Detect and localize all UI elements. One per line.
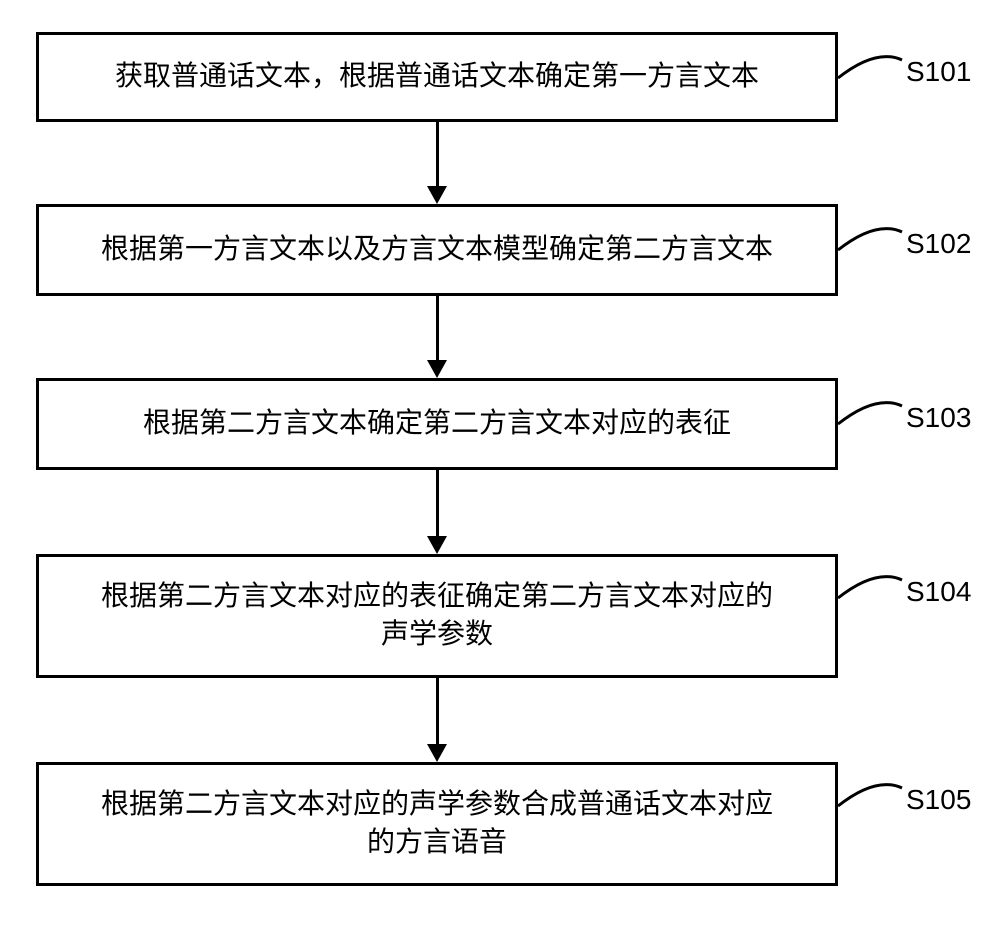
flow-node-text: 根据第一方言文本以及方言文本模型确定第二方言文本 [101, 231, 773, 269]
flow-node-s103: 根据第二方言文本确定第二方言文本对应的表征 [36, 378, 838, 470]
flow-node-s104: 根据第二方言文本对应的表征确定第二方言文本对应的 声学参数 [36, 554, 838, 678]
flow-edge [436, 122, 439, 186]
flow-node-text: 根据第二方言文本对应的声学参数合成普通话文本对应 的方言语音 [101, 786, 773, 862]
step-label-s105: S105 [906, 784, 971, 816]
step-label-s104: S104 [906, 576, 971, 608]
flow-edge [436, 678, 439, 744]
step-label-s102: S102 [906, 228, 971, 260]
flow-edge [436, 296, 439, 360]
flow-node-text: 根据第二方言文本确定第二方言文本对应的表征 [143, 405, 731, 443]
flow-edge [436, 470, 439, 536]
flowchart-canvas: 获取普通话文本，根据普通话文本确定第一方言文本 S101 根据第一方言文本以及方言文… [0, 0, 1000, 942]
arrow-head-icon [427, 360, 447, 378]
arrow-head-icon [427, 536, 447, 554]
step-label-s103: S103 [906, 402, 971, 434]
flow-node-text: 根据第二方言文本对应的表征确定第二方言文本对应的 声学参数 [101, 578, 773, 654]
step-label-s101: S101 [906, 56, 971, 88]
flow-node-text: 获取普通话文本，根据普通话文本确定第一方言文本 [115, 58, 759, 96]
flow-node-s105: 根据第二方言文本对应的声学参数合成普通话文本对应 的方言语音 [36, 762, 838, 886]
flow-node-s101: 获取普通话文本，根据普通话文本确定第一方言文本 [36, 32, 838, 122]
arrow-head-icon [427, 186, 447, 204]
flow-node-s102: 根据第一方言文本以及方言文本模型确定第二方言文本 [36, 204, 838, 296]
arrow-head-icon [427, 744, 447, 762]
